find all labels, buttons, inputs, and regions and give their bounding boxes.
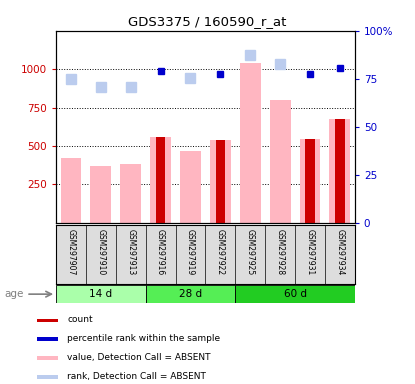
Bar (216, 140, 225, 223)
Bar (146, 285, 235, 303)
Bar (156, 137, 165, 223)
Bar (37, 356, 58, 360)
Text: GSM297925: GSM297925 (246, 229, 255, 276)
Bar (180, 151, 201, 223)
Bar (90, 166, 111, 223)
Bar (150, 137, 171, 223)
Text: GSM297907: GSM297907 (66, 229, 76, 276)
Bar (240, 63, 261, 223)
Bar (305, 139, 315, 223)
Text: GDS3375 / 160590_r_at: GDS3375 / 160590_r_at (128, 15, 287, 28)
Bar (56, 285, 146, 303)
Bar (61, 158, 81, 223)
Text: GSM297910: GSM297910 (96, 229, 105, 276)
Text: GSM297934: GSM297934 (335, 229, 344, 276)
Bar (330, 119, 350, 223)
Text: GSM297931: GSM297931 (305, 229, 315, 276)
Text: GSM297919: GSM297919 (186, 229, 195, 276)
Text: percentile rank within the sample: percentile rank within the sample (67, 334, 220, 343)
Bar (210, 140, 231, 223)
Bar (37, 338, 58, 341)
Text: 14 d: 14 d (89, 289, 112, 299)
Text: count: count (67, 315, 93, 324)
Text: GSM297916: GSM297916 (156, 229, 165, 276)
Text: age: age (4, 289, 24, 299)
Text: 28 d: 28 d (179, 289, 202, 299)
Text: 60 d: 60 d (283, 289, 307, 299)
Text: GSM297922: GSM297922 (216, 229, 225, 276)
Bar (300, 139, 320, 223)
Bar (120, 164, 141, 223)
Text: value, Detection Call = ABSENT: value, Detection Call = ABSENT (67, 353, 211, 362)
Bar (37, 375, 58, 379)
Bar (335, 119, 344, 223)
Bar (37, 319, 58, 322)
Bar (235, 285, 355, 303)
Bar (270, 100, 290, 223)
Text: rank, Detection Call = ABSENT: rank, Detection Call = ABSENT (67, 372, 206, 381)
Text: GSM297913: GSM297913 (126, 229, 135, 276)
Text: GSM297928: GSM297928 (276, 229, 285, 276)
